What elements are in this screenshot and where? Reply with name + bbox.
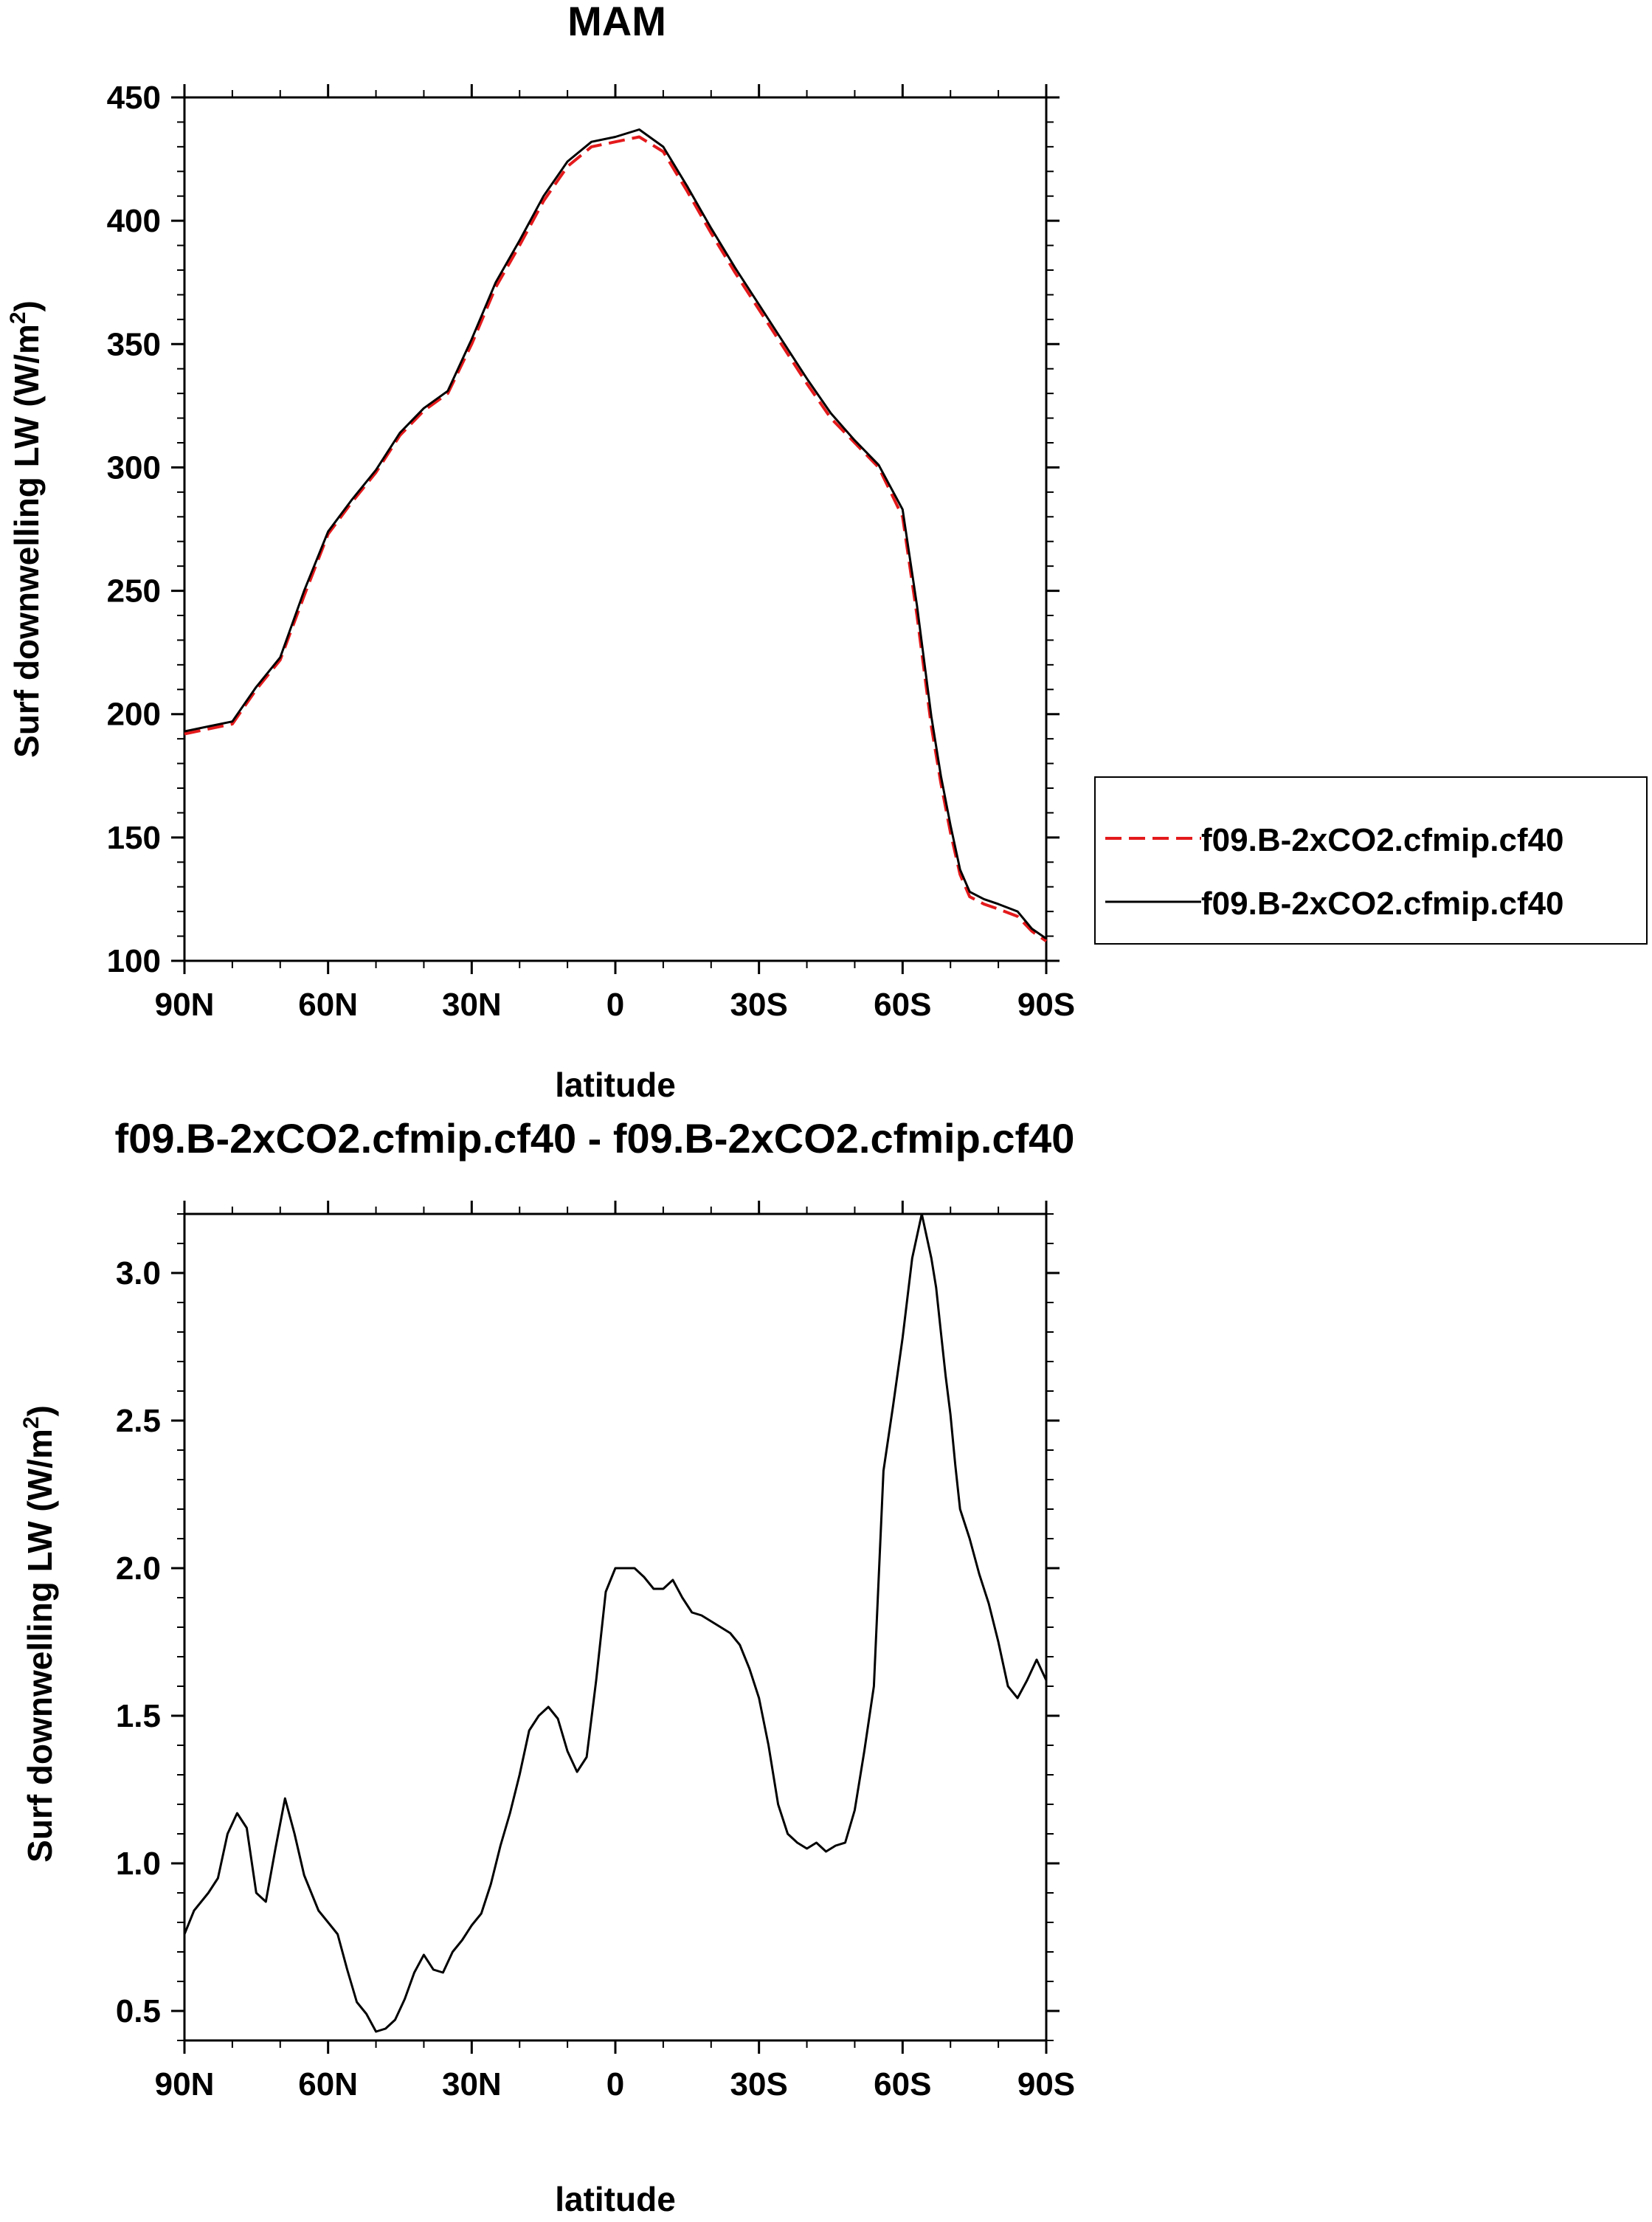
- bottom-x-tick-label: 30N: [442, 2066, 502, 2102]
- bottom-x-tick-label: 0: [606, 2066, 624, 2102]
- bottom-y-tick-label: 2.0: [116, 1550, 161, 1587]
- top-series-lines: [184, 128, 1048, 942]
- legend-label-series-2: f09.B-2xCO2.cfmip.cf40: [1201, 886, 1564, 922]
- top-x-tick-label: 0: [606, 987, 624, 1023]
- bottom-plot-frame: [183, 1212, 1048, 2042]
- top-x-tick-label: 30S: [730, 987, 788, 1023]
- top-series-line-2: [184, 128, 1047, 940]
- bottom-y-tick-label: 3.0: [116, 1255, 161, 1291]
- bottom-y-axis-label-close: ): [21, 1405, 59, 1416]
- bottom-x-tick-label: 90S: [1017, 2066, 1075, 2102]
- bottom-y-axis-label-main: Surf downwelling LW (W/m: [21, 1429, 59, 1863]
- top-x-tick-label: 60S: [874, 987, 931, 1023]
- top-y-axis-label-main: Surf downwelling LW (W/m: [7, 324, 46, 758]
- top-x-tick-label: 90N: [155, 987, 215, 1023]
- bottom-x-tick-label: 60N: [298, 2066, 358, 2102]
- top-x-tick-label: 60N: [298, 987, 358, 1023]
- bottom-x-tick-label: 90N: [155, 2066, 215, 2102]
- top-x-tick-label: 90S: [1017, 987, 1075, 1023]
- top-x-tick-label: 30N: [442, 987, 502, 1023]
- top-x-axis-label: latitude: [555, 1066, 676, 1104]
- top-y-tick-label: 100: [107, 943, 161, 979]
- top-y-tick-label: 150: [107, 820, 161, 856]
- top-y-axis-label-sup: 2: [6, 311, 30, 324]
- top-legend: f09.B-2xCO2.cfmip.cf40 f09.B-2xCO2.cfmip…: [1094, 776, 1648, 945]
- top-axis-ticks: 90N 60N 30N 0 30S 60S 90S 100 150 200 250 300 350 400…: [107, 80, 1076, 1023]
- bottom-y-tick-label: 2.5: [116, 1403, 161, 1439]
- bottom-series-line-1: [183, 1212, 1048, 2033]
- top-y-tick-label: 250: [107, 573, 161, 610]
- bottom-y-tick-label: 0.5: [116, 1993, 161, 2029]
- bottom-y-axis-label: Surf downwelling LW (W/m2): [19, 1405, 59, 1863]
- bottom-series-lines: [183, 1212, 1048, 2033]
- top-y-tick-label: 200: [107, 697, 161, 733]
- bottom-x-tick-label: 30S: [730, 2066, 788, 2102]
- bottom-y-tick-label: 1.5: [116, 1698, 161, 1734]
- top-y-axis-label: Surf downwelling LW (W/m2): [6, 300, 46, 758]
- top-panel: MAM 90N 60N 30N 0 30S 60S 90S 100 150 200 250 300 35…: [6, 0, 1648, 1104]
- legend-frame: [1094, 776, 1648, 945]
- top-plot-frame: [183, 96, 1048, 962]
- bottom-panel: f09.B-2xCO2.cfmip.cf40 - f09.B-2xCO2.cfm…: [19, 1115, 1075, 2218]
- bottom-chart-title: f09.B-2xCO2.cfmip.cf40 - f09.B-2xCO2.cfm…: [115, 1115, 1075, 1162]
- top-series-line-1: [184, 135, 1048, 942]
- top-y-tick-label: 350: [107, 326, 161, 362]
- bottom-y-axis-label-sup: 2: [19, 1416, 44, 1429]
- bottom-x-tick-label: 60S: [874, 2066, 931, 2102]
- top-y-axis-label-close: ): [7, 300, 46, 311]
- top-chart-title: MAM: [567, 0, 666, 44]
- bottom-axis-ticks: 90N 60N 30N 0 30S 60S 90S 0.5 1.0 1.5 2.0 2.5 3.0: [116, 1201, 1075, 2102]
- legend-label-series-1: f09.B-2xCO2.cfmip.cf40: [1201, 822, 1564, 858]
- bottom-y-tick-label: 1.0: [116, 1846, 161, 1882]
- top-y-tick-label: 300: [107, 449, 161, 486]
- bottom-x-axis-label: latitude: [555, 2180, 676, 2218]
- top-y-tick-label: 450: [107, 80, 161, 116]
- top-y-tick-label: 400: [107, 203, 161, 239]
